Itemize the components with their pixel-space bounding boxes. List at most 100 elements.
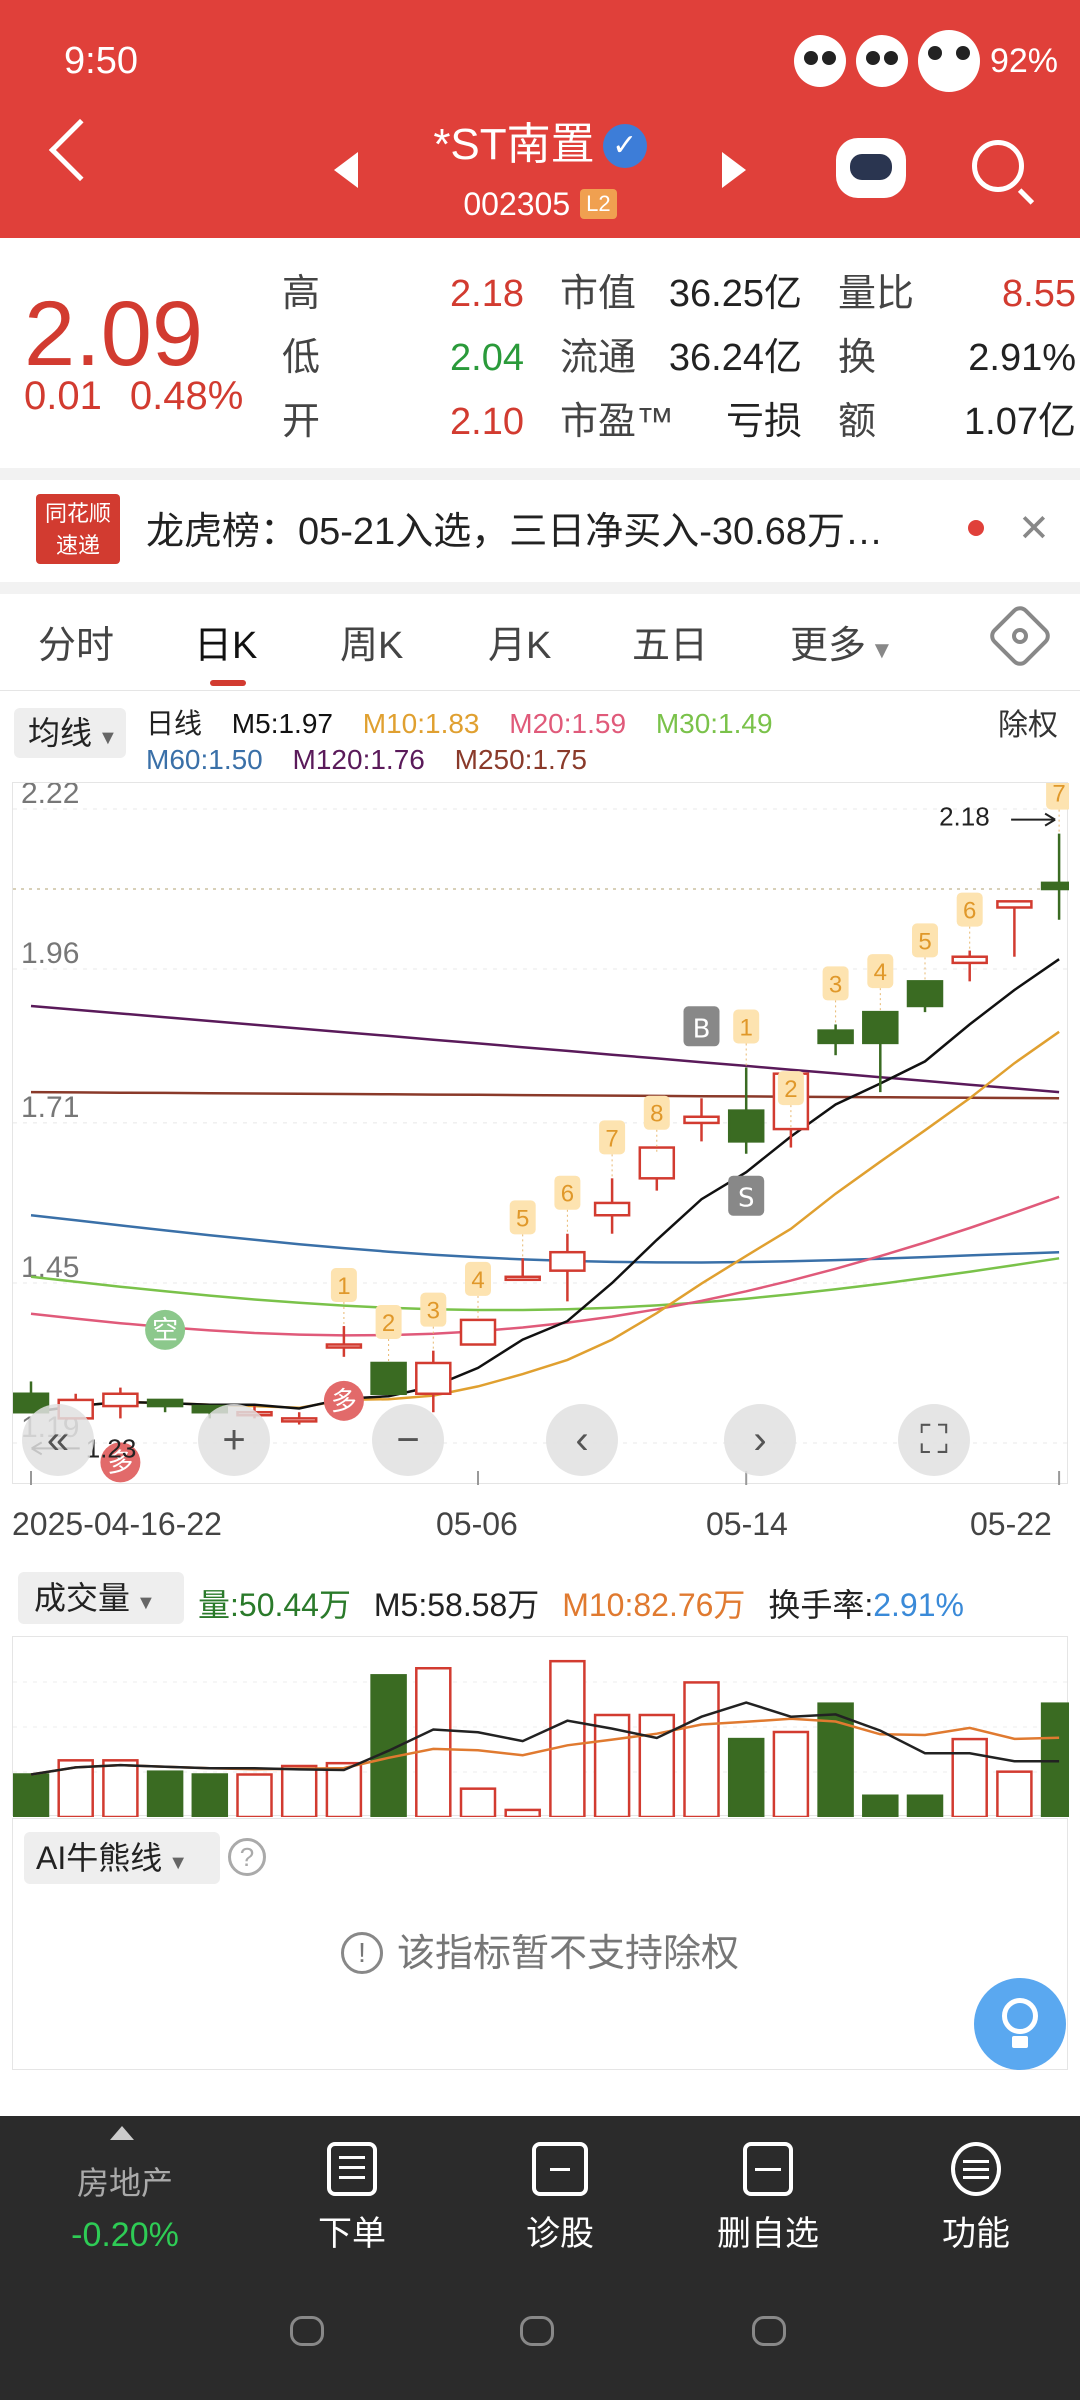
quote-col-1: 高 低 开 [282, 262, 320, 454]
change-percent: 0.48% [129, 374, 244, 418]
next-stock-icon[interactable] [722, 152, 746, 188]
candle [683, 1098, 720, 1142]
volume-bar [504, 1808, 541, 1817]
x-tick-label: 2025-04-16-22 [12, 1506, 222, 1542]
svg-text:8: 8 [650, 1101, 663, 1128]
tab-more-label: 更多 [790, 625, 867, 667]
svg-text:6: 6 [561, 1181, 574, 1208]
fullscreen-icon[interactable]: ⛶ [898, 1404, 970, 1476]
prev-stock-icon[interactable] [334, 152, 358, 188]
low-marker-label: 1.23 [86, 1433, 137, 1463]
status-icons: 92% [793, 30, 1058, 92]
open-value: 2.10 [450, 401, 524, 443]
ma60-line [30, 1214, 1060, 1264]
stock-code-line: 002305 L2 [0, 186, 1080, 223]
kline-chart[interactable]: 2.221.961.711.451.19123456781234567空多多BS… [12, 782, 1069, 1485]
pe-value: 亏损 [725, 401, 802, 443]
dragon-tiger-news[interactable]: 龙虎榜：05-21入选，三日净买入-30.68万… [146, 511, 883, 553]
ma20-line [30, 1195, 1060, 1337]
help-icon[interactable]: ? [228, 1838, 266, 1876]
volume-bar [236, 1773, 273, 1817]
turnover-label: 换 [838, 337, 877, 379]
panda-icon [917, 30, 980, 92]
signal-marker: 空 [145, 1309, 186, 1350]
ex-right-button[interactable]: 除权 [998, 709, 1058, 742]
quote-val-1: 2.18 2.04 2.10 [400, 262, 524, 454]
sequence-label: 3 [420, 1292, 447, 1351]
svg-text:3: 3 [829, 971, 842, 998]
chevron-down-icon: ▼ [870, 637, 894, 664]
tab-intraday[interactable]: 分时 [38, 625, 115, 667]
ai-indicator-panel [12, 1818, 1068, 2070]
sequence-label: 4 [465, 1261, 491, 1320]
news-logo-line2: 速递 [55, 533, 100, 558]
ai-indicator-select[interactable]: AI牛熊线 ▼ [24, 1832, 220, 1884]
ma-legend-row-1: 日线 M5:1.97 M10:1.83 M20:1.59 M30:1.49 [146, 702, 795, 742]
signal-marker: B [683, 1006, 720, 1047]
nav-panda-icon[interactable] [520, 2316, 554, 2346]
candle [996, 900, 1033, 957]
chevron-down-icon: ▼ [168, 1852, 189, 1874]
quote-col-3: 量比 换 额 [838, 262, 914, 454]
remove-watchlist-button[interactable]: 删自选 [688, 2142, 848, 2255]
quote-val-3: 8.55 2.91% 1.07亿 [900, 262, 1076, 454]
volratio-label: 量比 [838, 273, 915, 315]
function-label: 功能 [942, 2215, 1010, 2253]
ma30-line [30, 1257, 1060, 1312]
diagnose-button[interactable]: 诊股 [480, 2142, 640, 2255]
nav-cloud-icon[interactable] [752, 2316, 786, 2346]
divider [0, 468, 1080, 480]
order-button[interactable]: 下单 [272, 2142, 432, 2255]
l2-badge: L2 [580, 189, 617, 219]
candle [951, 950, 988, 982]
function-button[interactable]: 功能 [896, 2142, 1056, 2255]
volume-bar [862, 1794, 899, 1817]
nav-home-icon[interactable] [290, 2316, 324, 2346]
zoom-out-icon[interactable]: « [22, 1404, 94, 1476]
scroll-left-icon[interactable]: ‹ [546, 1404, 618, 1476]
news-logo: 同花顺 速递 [36, 494, 120, 564]
sequence-label: 5 [509, 1200, 536, 1259]
float-value: 36.24亿 [668, 337, 802, 379]
panda-icon [793, 35, 846, 87]
document-icon [327, 2142, 377, 2196]
tab-five-day[interactable]: 五日 [632, 625, 709, 667]
high-label: 高 [282, 273, 321, 315]
volume-select[interactable]: 成交量 ▼ [18, 1572, 184, 1624]
svg-text:S: S [738, 1184, 755, 1214]
unread-dot [968, 520, 984, 536]
scroll-right-icon[interactable]: › [724, 1404, 796, 1476]
stock-name: *ST南置 [433, 120, 595, 169]
status-time: 9:50 [64, 40, 138, 82]
svg-text:1: 1 [337, 1273, 350, 1300]
quote-col-2: 市值 流通 市盈™ [560, 262, 674, 454]
candle [415, 1350, 452, 1413]
high-marker-label: 2.18 [939, 802, 990, 832]
ma-select[interactable]: 均线 ▼ [14, 708, 126, 758]
x-tick-label: 05-22 [970, 1506, 1052, 1542]
chevron-up-icon[interactable] [110, 2126, 134, 2140]
tab-monthly-k[interactable]: 月K [488, 625, 552, 667]
tab-more[interactable]: 更多 ▼ [790, 614, 894, 669]
lightbulb-icon[interactable] [974, 1978, 1066, 2070]
sequence-label: 8 [643, 1095, 670, 1154]
svg-text:B: B [693, 1014, 711, 1044]
float-label: 流通 [560, 337, 637, 379]
zoom-in-icon[interactable]: + [198, 1404, 270, 1476]
volume-bar [772, 1730, 810, 1817]
zoom-minus-icon[interactable]: − [372, 1404, 444, 1476]
volume-chart[interactable] [12, 1636, 1069, 1817]
sequence-label: 1 [330, 1268, 357, 1327]
svg-text:2: 2 [784, 1076, 797, 1103]
stock-code: 002305 [463, 186, 571, 222]
ai-robot-icon[interactable] [836, 138, 906, 198]
search-icon[interactable] [972, 140, 1024, 192]
tab-weekly-k[interactable]: 周K [340, 625, 404, 667]
close-icon[interactable]: ✕ [1018, 508, 1050, 550]
top-header: 9:50 92% *ST南置 ✓ 002305 L2 [0, 0, 1080, 238]
sector-name[interactable]: 房地产 [76, 2165, 173, 2201]
volume-bar [906, 1794, 944, 1817]
tab-daily-k[interactable]: 日K [194, 625, 258, 667]
amount-value: 1.07亿 [964, 401, 1076, 443]
tab-active-indicator [210, 680, 246, 686]
